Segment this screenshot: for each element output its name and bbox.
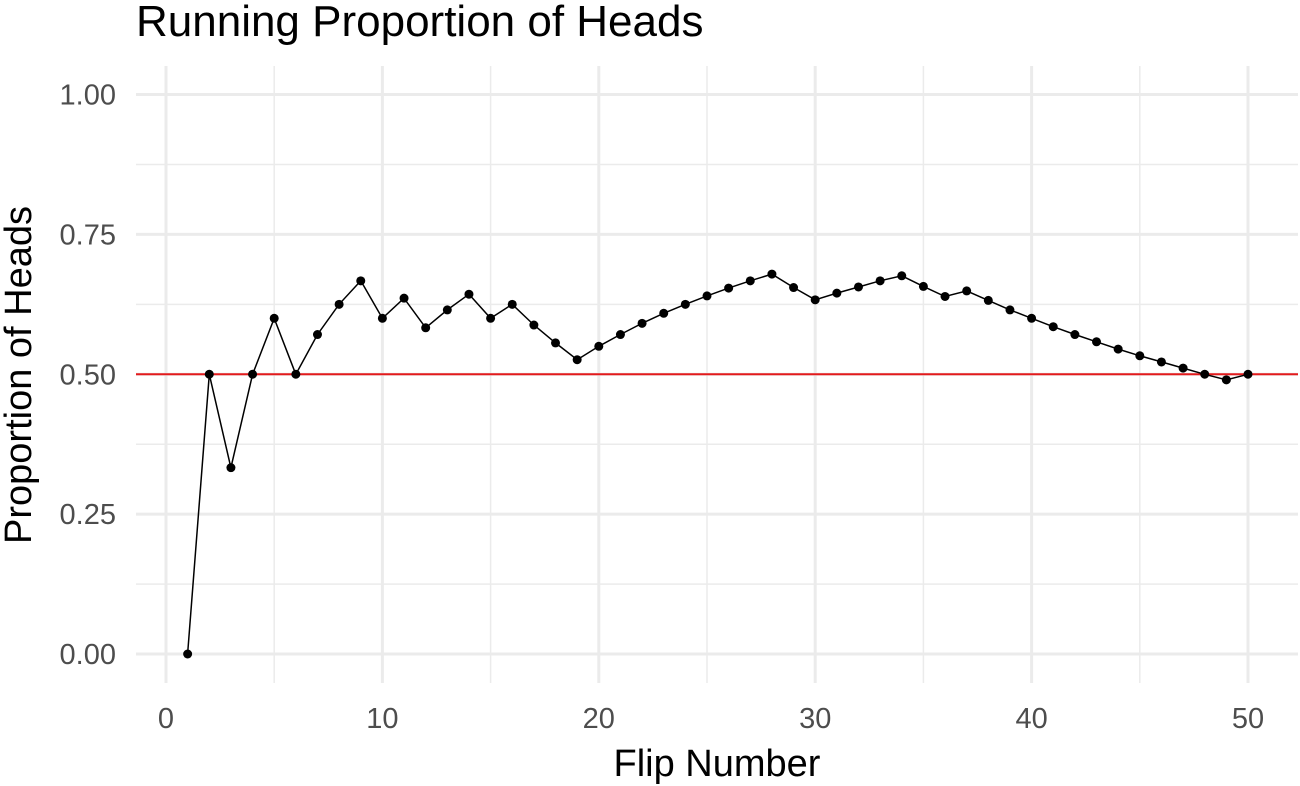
data-point <box>1048 322 1058 332</box>
data-point <box>572 355 582 365</box>
data-point <box>1113 344 1123 354</box>
data-point <box>637 318 647 328</box>
data-point <box>334 299 344 309</box>
y-tick-label: 0.25 <box>60 499 116 531</box>
x-tick-label: 50 <box>1232 703 1264 735</box>
data-point <box>983 295 993 305</box>
data-point <box>767 269 777 279</box>
data-point <box>702 291 712 301</box>
data-point <box>486 313 496 323</box>
data-point <box>789 283 799 293</box>
x-tick-label: 0 <box>158 703 174 735</box>
data-point <box>745 276 755 286</box>
chart-title: Running Proportion of Heads <box>136 0 703 46</box>
series-line <box>186 273 1249 655</box>
data-point <box>875 276 885 286</box>
data-point <box>940 291 950 301</box>
series-group <box>183 269 1253 659</box>
data-point <box>810 295 820 305</box>
data-point <box>680 299 690 309</box>
data-point <box>356 276 366 286</box>
data-point <box>442 305 452 315</box>
data-point <box>918 281 928 291</box>
data-point <box>204 369 214 379</box>
y-tick-label: 0.75 <box>60 219 116 251</box>
data-point <box>551 338 561 348</box>
x-tick-label: 20 <box>583 703 615 735</box>
y-tick-label: 1.00 <box>60 80 116 112</box>
data-point <box>421 323 431 333</box>
data-point <box>962 286 972 296</box>
data-point <box>507 299 517 309</box>
data-point <box>897 271 907 281</box>
data-point <box>615 330 625 340</box>
x-tick-label: 10 <box>366 703 398 735</box>
x-axis-title: Flip Number <box>614 743 821 785</box>
x-tick-label: 30 <box>799 703 831 735</box>
data-point <box>1092 337 1102 347</box>
data-point <box>529 320 539 330</box>
data-point <box>1243 369 1253 379</box>
data-point <box>1070 330 1080 340</box>
data-point <box>464 289 474 299</box>
data-point <box>1178 363 1188 373</box>
data-point <box>832 288 842 298</box>
data-point <box>1200 369 1210 379</box>
x-tick-label: 40 <box>1015 703 1047 735</box>
y-axis-title: Proportion of Heads <box>0 206 40 544</box>
data-point <box>399 293 409 303</box>
x-axis-ticks: 0 10 20 30 40 50 <box>158 703 1264 735</box>
data-point <box>312 330 322 340</box>
data-point <box>226 463 236 473</box>
data-point <box>1135 351 1145 361</box>
data-point <box>183 649 193 659</box>
data-point <box>853 282 863 292</box>
data-point <box>377 313 387 323</box>
y-axis-ticks: 0.00 0.25 0.50 0.75 1.00 <box>60 80 116 672</box>
data-point <box>291 369 301 379</box>
data-point <box>659 308 669 318</box>
data-point <box>724 283 734 293</box>
data-point <box>248 369 258 379</box>
data-point <box>594 341 604 351</box>
y-tick-label: 0.50 <box>60 359 116 391</box>
data-point <box>1027 313 1037 323</box>
data-point <box>1005 305 1015 315</box>
data-point <box>1156 357 1166 367</box>
data-point <box>1221 375 1231 385</box>
y-tick-label: 0.00 <box>60 639 116 671</box>
data-point <box>269 313 279 323</box>
